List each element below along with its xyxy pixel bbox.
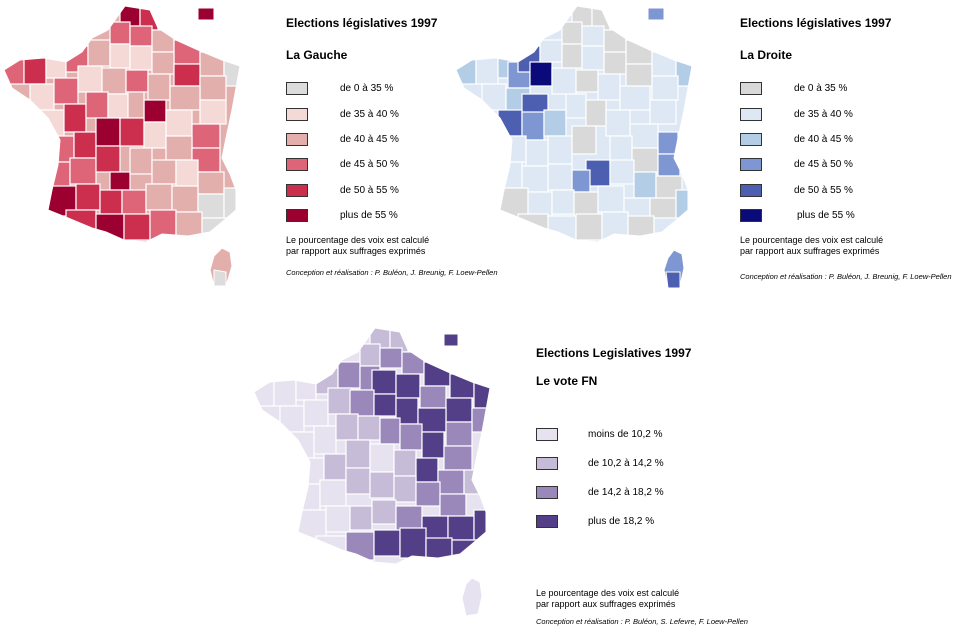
legend-swatch xyxy=(286,184,308,197)
legend-swatch xyxy=(740,133,762,146)
map-droite xyxy=(455,5,693,289)
legend-swatch xyxy=(286,158,308,171)
panel-title: Elections législatives 1997 xyxy=(740,16,892,30)
legend-label: moins de 10,2 % xyxy=(588,429,663,440)
legend-swatch xyxy=(536,428,558,441)
legend-swatch xyxy=(740,82,762,95)
panel-title: Elections Legislatives 1997 xyxy=(536,346,692,360)
legend-label: plus de 55 % xyxy=(340,210,398,221)
legend-droite: de 0 à 35 % de 35 à 40 % de 40 à 45 % de… xyxy=(740,82,930,232)
note-line-2: par rapport aux suffrages exprimés xyxy=(740,246,880,256)
legend-swatch xyxy=(286,108,308,121)
legend-label: de 45 à 50 % xyxy=(794,159,853,170)
legend-swatch xyxy=(286,133,308,146)
legend-label: de 50 à 55 % xyxy=(340,185,399,196)
note-line-1: Le pourcentage des voix est calculé xyxy=(536,588,680,598)
legend-swatch xyxy=(740,108,762,121)
legend-fn: moins de 10,2 % de 10,2 à 14,2 % de 14,2… xyxy=(536,428,736,528)
legend-swatch xyxy=(740,184,762,197)
credit-text: Conception et réalisation : P. Buléon, S… xyxy=(536,617,748,626)
map-gauche xyxy=(3,5,241,287)
legend-gauche: de 0 à 35 % de 35 à 40 % de 40 à 45 % de… xyxy=(286,82,476,232)
panel-fn: Elections Legislatives 1997 Le vote FN m… xyxy=(250,322,967,628)
panel-droite: Elections législatives 1997 La Droite de… xyxy=(452,0,967,300)
legend-label: de 35 à 40 % xyxy=(794,109,853,120)
legend-swatch xyxy=(536,486,558,499)
legend-swatch xyxy=(286,82,308,95)
panel-subtitle: La Droite xyxy=(740,48,793,62)
legend-swatch xyxy=(286,209,308,222)
legend-label: de 10,2 à 14,2 % xyxy=(588,458,664,469)
legend-label: de 35 à 40 % xyxy=(340,109,399,120)
legend-label: de 45 à 50 % xyxy=(340,159,399,170)
legend-label: de 0 à 35 % xyxy=(340,83,394,94)
legend-label: plus de 18,2 % xyxy=(588,516,655,527)
legend-label: de 50 à 55 % xyxy=(794,185,853,196)
legend-swatch xyxy=(740,158,762,171)
legend-swatch xyxy=(536,457,558,470)
note-line-2: par rapport aux suffrages exprimés xyxy=(536,599,676,609)
map-fn xyxy=(253,327,491,617)
legend-label: de 40 à 45 % xyxy=(794,134,853,145)
credit-text: Conception et réalisation : P. Buléon, J… xyxy=(286,268,498,277)
legend-swatch xyxy=(536,515,558,528)
panel-subtitle: Le vote FN xyxy=(536,374,598,388)
note-line-1: Le pourcentage des voix est calculé xyxy=(286,235,430,245)
credit-text: Conception et réalisation : P. Buléon, J… xyxy=(740,272,952,281)
note-line-1: Le pourcentage des voix est calculé xyxy=(740,235,884,245)
legend-label: de 14,2 à 18,2 % xyxy=(588,487,664,498)
legend-label: de 0 à 35 % xyxy=(794,83,848,94)
legend-label: plus de 55 % xyxy=(797,210,855,221)
legend-label: de 40 à 45 % xyxy=(340,134,399,145)
panel-title: Elections législatives 1997 xyxy=(286,16,438,30)
panel-gauche: Elections législatives 1997 La Gauche de… xyxy=(0,0,498,300)
panel-subtitle: La Gauche xyxy=(286,48,348,62)
note-line-2: par rapport aux suffrages exprimés xyxy=(286,246,426,256)
legend-swatch xyxy=(740,209,762,222)
